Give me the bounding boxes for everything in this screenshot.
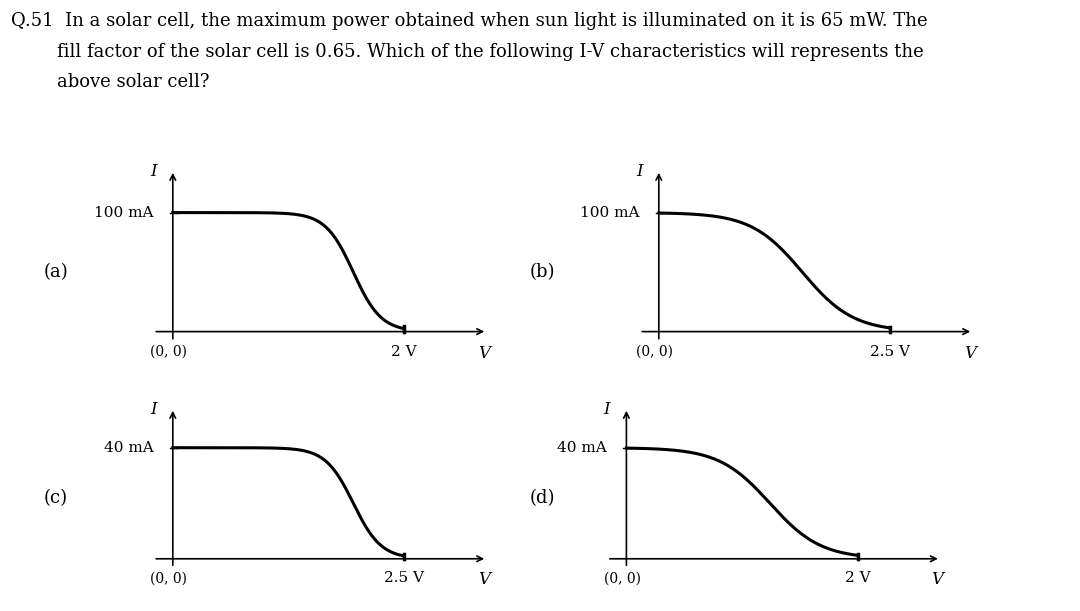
Text: 100 mA: 100 mA [94,205,153,219]
Text: (0, 0): (0, 0) [604,571,640,585]
Text: I: I [604,401,610,418]
Text: I: I [150,401,157,418]
Text: 100 mA: 100 mA [580,205,639,219]
Text: 2.5 V: 2.5 V [870,345,910,359]
Text: 40 mA: 40 mA [557,441,607,455]
Text: fill factor of the solar cell is 0.65. Which of the following I-V characteristic: fill factor of the solar cell is 0.65. W… [11,43,923,60]
Text: V: V [477,571,490,588]
Text: 2.5 V: 2.5 V [384,571,424,585]
Text: Q.51  In a solar cell, the maximum power obtained when sun light is illuminated : Q.51 In a solar cell, the maximum power … [11,12,928,30]
Text: V: V [477,345,490,362]
Text: (0, 0): (0, 0) [150,571,187,585]
Text: (b): (b) [529,263,555,281]
Text: (d): (d) [529,489,555,507]
Text: (a): (a) [43,263,68,281]
Text: (0, 0): (0, 0) [636,345,673,359]
Text: (c): (c) [43,489,67,507]
Text: 2 V: 2 V [845,571,870,585]
Text: I: I [150,163,157,180]
Text: V: V [963,345,976,362]
Text: I: I [636,163,643,180]
Text: 2 V: 2 V [391,345,417,359]
Text: 40 mA: 40 mA [104,441,153,455]
Text: above solar cell?: above solar cell? [11,73,210,91]
Text: V: V [931,571,944,588]
Text: (0, 0): (0, 0) [150,345,187,359]
